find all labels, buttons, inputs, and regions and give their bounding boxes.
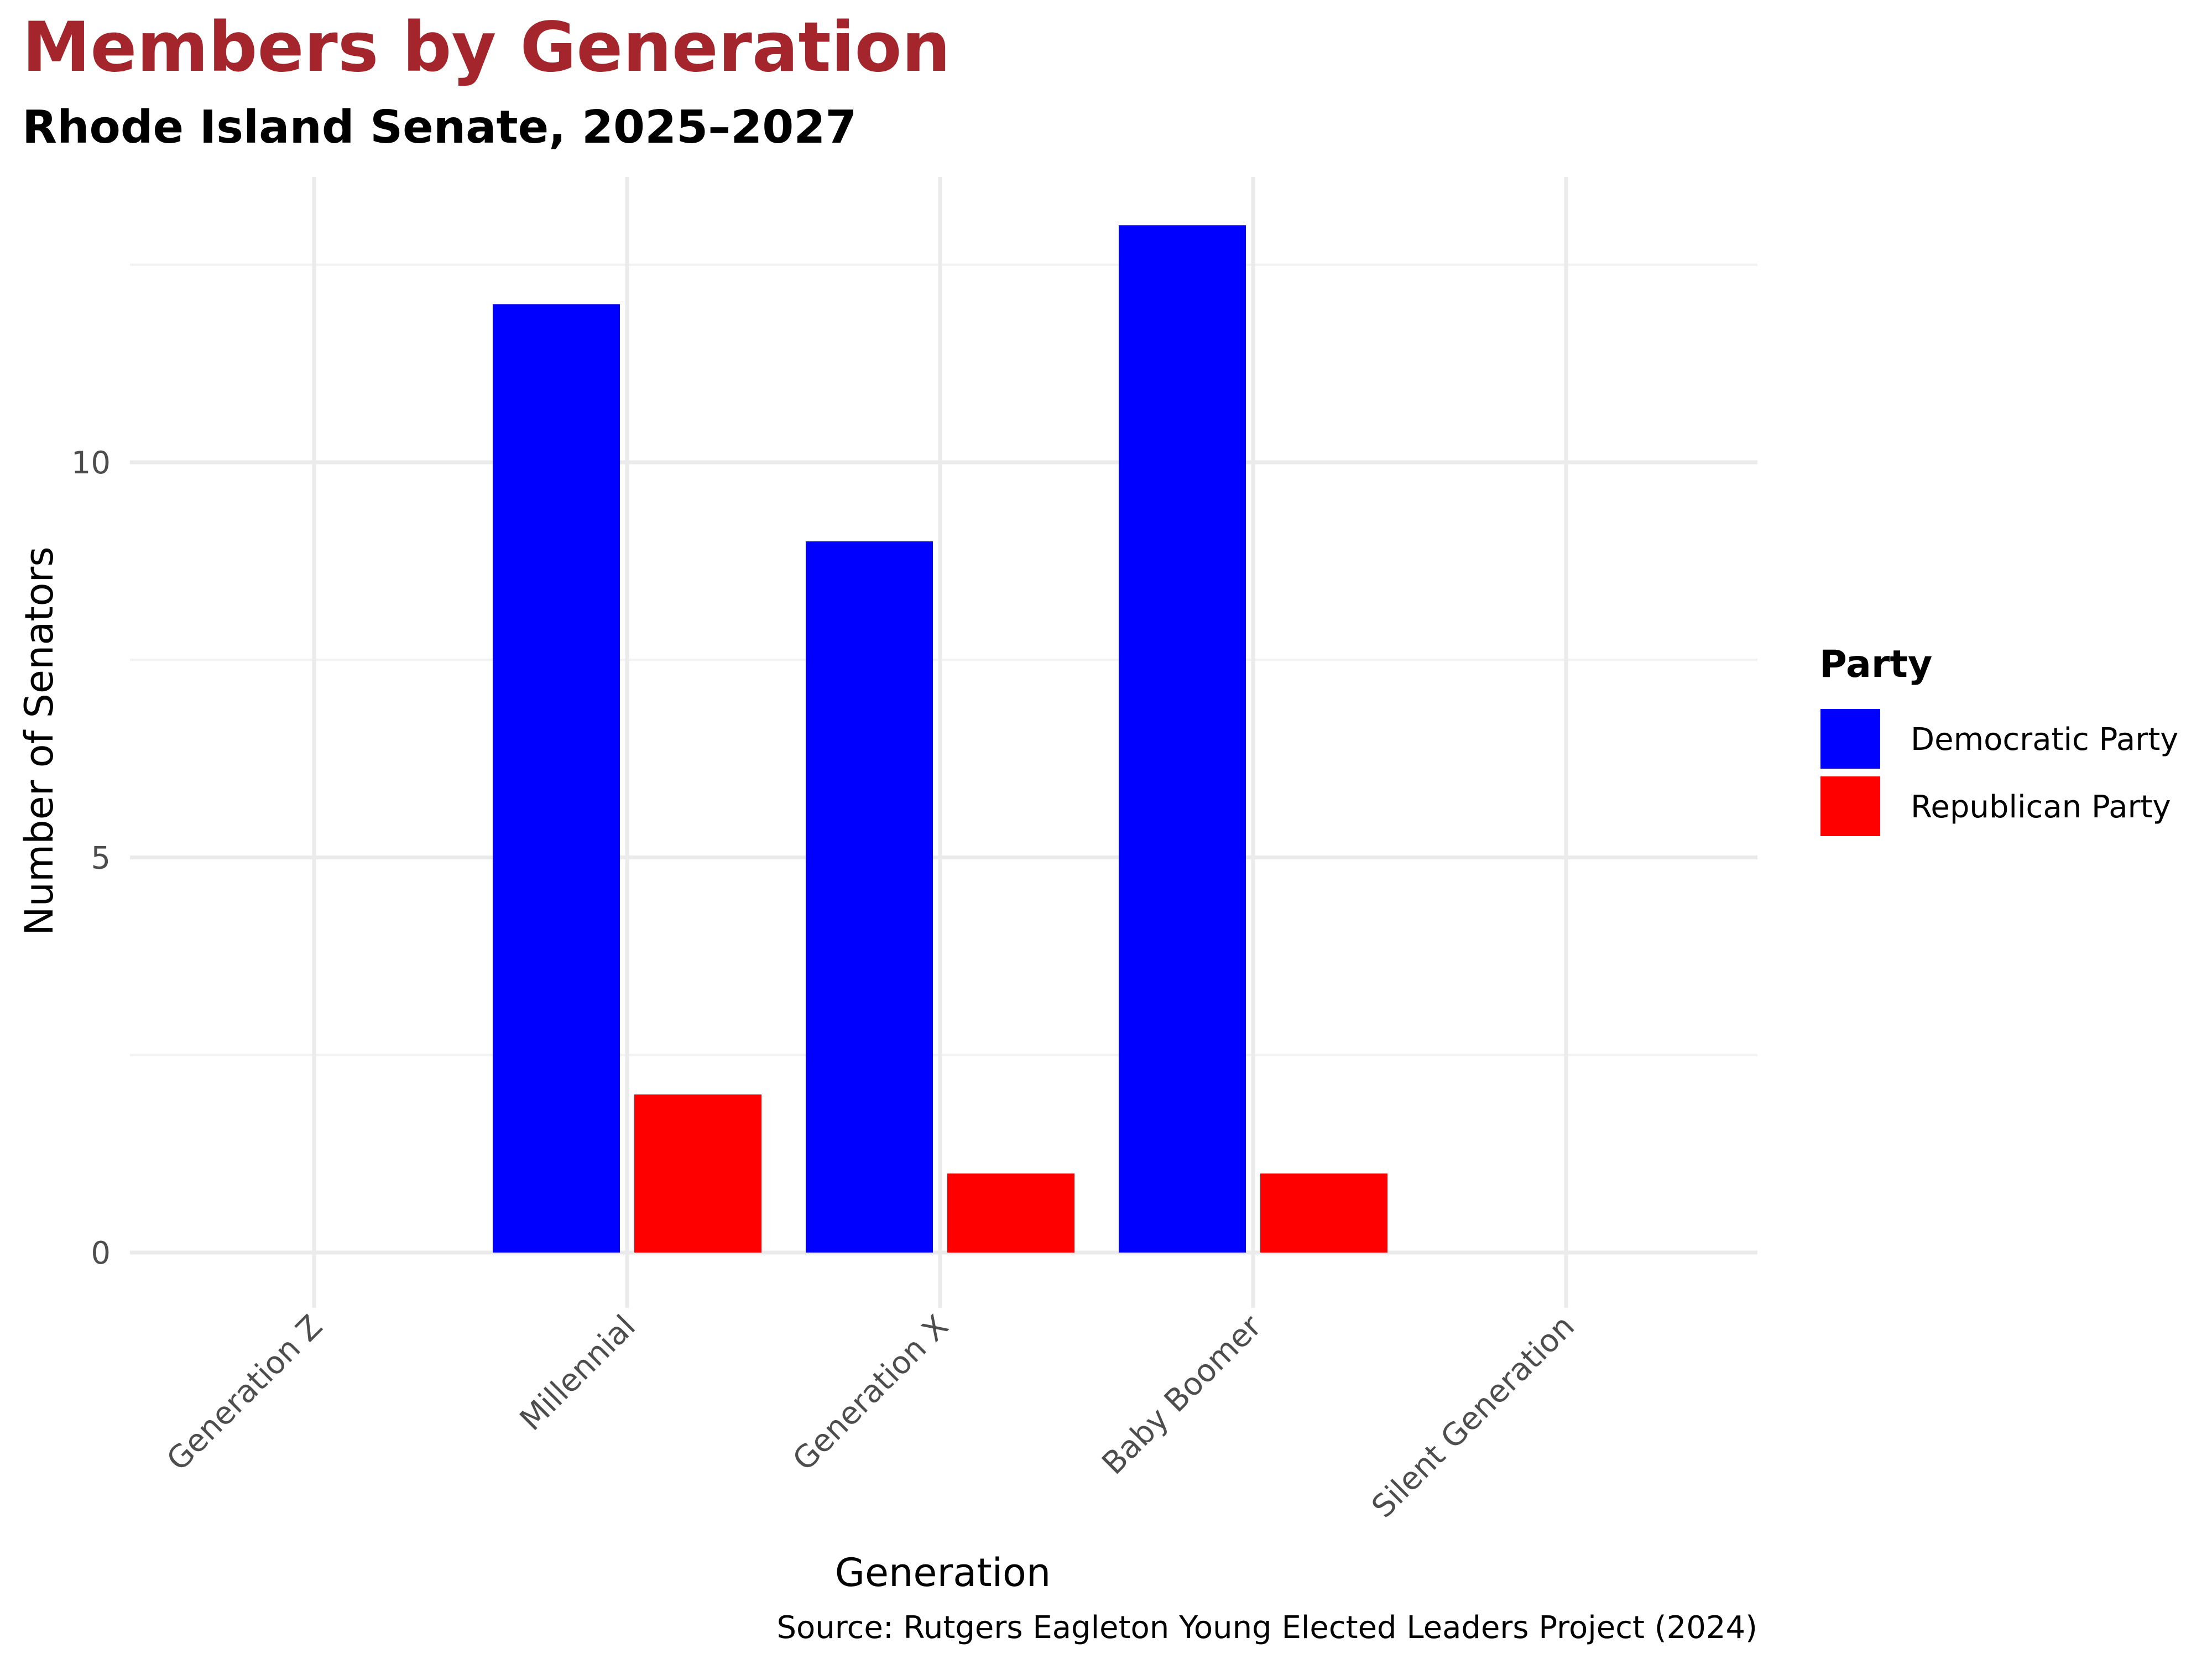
- legend-swatch-republican-party: [1818, 774, 1882, 838]
- chart-caption: Source: Rutgers Eagleton Young Elected L…: [776, 1610, 1757, 1646]
- y-tick-label: 10: [71, 445, 111, 481]
- x-tick-label: Generation Z: [160, 1308, 330, 1478]
- bar-republican-party-generation-x: [947, 1173, 1074, 1253]
- y-axis-title: Number of Senators: [17, 546, 62, 935]
- chart-title: Members by Generation: [22, 8, 951, 87]
- bar-democratic-party-millennial: [493, 304, 620, 1253]
- plot-panel: 0 5 10 Generation Z Millennial Generation X B…: [71, 177, 1757, 1525]
- y-axis-ticks: 0 5 10: [71, 445, 111, 1271]
- bar-democratic-party-generation-x: [806, 541, 933, 1253]
- legend-swatch-democratic-party: [1818, 707, 1882, 771]
- x-axis-ticks: Generation Z Millennial Generation X Baby B…: [160, 1308, 1582, 1525]
- legend-label: Republican Party: [1911, 789, 2171, 825]
- legend-label: Democratic Party: [1911, 722, 2178, 758]
- x-axis-title: Generation: [835, 1550, 1051, 1595]
- bar-democratic-party-baby-boomer: [1119, 225, 1246, 1253]
- bars: [493, 225, 1387, 1253]
- y-tick-label: 0: [91, 1235, 111, 1271]
- bar-republican-party-millennial: [634, 1094, 761, 1253]
- y-tick-label: 5: [91, 841, 111, 877]
- legend-title: Party: [1819, 643, 1932, 686]
- x-tick-label: Millennial: [513, 1308, 643, 1438]
- x-tick-label: Generation X: [786, 1308, 956, 1478]
- legend: Party Democratic Party Republican Party: [1818, 643, 2178, 838]
- bar-republican-party-baby-boomer: [1260, 1173, 1387, 1253]
- chart-subtitle: Rhode Island Senate, 2025–2027: [22, 101, 857, 154]
- legend-items: Democratic Party Republican Party: [1818, 707, 2178, 838]
- gridlines: [130, 177, 1757, 1308]
- x-tick-label: Baby Boomer: [1095, 1308, 1269, 1481]
- x-tick-label: Silent Generation: [1365, 1308, 1582, 1525]
